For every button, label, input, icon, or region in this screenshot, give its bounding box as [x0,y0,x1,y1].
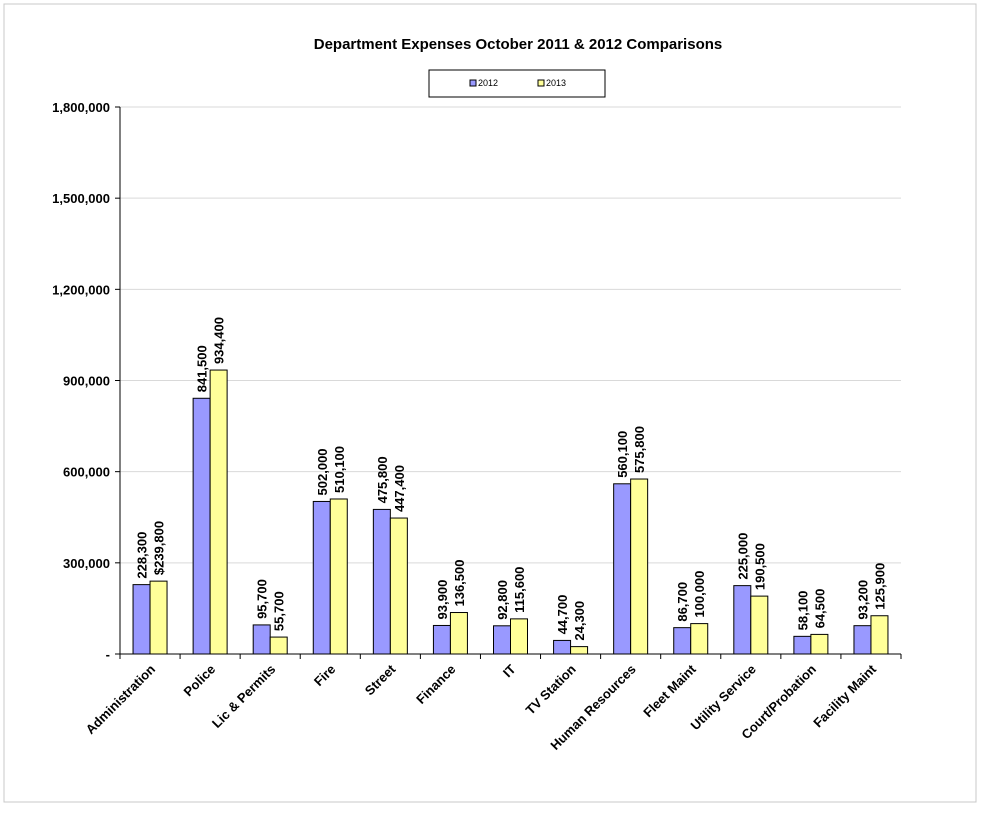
data-label: 225,000 [735,533,750,580]
data-label: 447,400 [392,465,407,512]
bar-2013 [630,478,649,655]
bar-2013 [570,646,589,655]
data-label: 125,900 [872,563,887,610]
data-label: 44,700 [555,595,570,635]
bar-2012 [493,625,511,655]
y-tick-label: 900,000 [63,374,110,389]
bar-2013 [209,369,228,655]
data-label: 86,700 [675,582,690,622]
bar-2012 [372,508,391,655]
bar-2012 [733,585,752,655]
data-label: 95,700 [255,579,270,619]
data-label: 934,400 [212,317,227,364]
data-label: 560,100 [615,431,630,478]
data-label: 92,800 [495,580,510,620]
bar-2013 [750,595,769,655]
y-tick-label: 1,500,000 [52,191,110,206]
data-label: 190,500 [752,543,767,590]
chart-title: Department Expenses October 2011 & 2012 … [314,36,723,53]
data-label: 93,900 [435,580,450,620]
bar-2013 [269,636,288,655]
bar-2012 [613,483,632,655]
bar-2013 [449,612,468,655]
bar-2013 [810,633,829,655]
legend-label-2012: 2012 [478,78,498,88]
bar-2012 [553,639,572,655]
bar-2012 [252,624,271,655]
y-tick-label: 600,000 [63,465,110,480]
data-label: 136,500 [452,560,467,607]
data-label: 841,500 [195,345,210,392]
bar-2013 [870,615,889,655]
y-tick-label: - [106,647,110,662]
bar-2012 [673,627,692,655]
data-label: 115,600 [512,567,527,613]
chart-border [3,3,977,803]
bar-2012 [432,624,451,655]
data-label: 58,100 [795,591,810,631]
legend-swatch-2013 [537,79,545,87]
data-label: 93,200 [855,580,870,620]
data-label: 100,000 [692,571,707,618]
y-tick-label: 1,200,000 [52,282,110,297]
bar-2012 [192,397,211,655]
legend-box [428,69,606,98]
bar-2013 [389,517,408,655]
data-label: $239,800 [152,521,167,575]
bar-2013 [510,618,528,655]
y-tick-label: 300,000 [63,556,110,571]
bar-2012 [312,500,331,655]
data-label: 228,300 [135,532,150,579]
bar-2012 [793,635,812,655]
data-label: 24,300 [572,601,587,641]
bar-2013 [149,580,168,655]
data-label: 502,000 [315,448,330,495]
legend: 2012 2013 [428,69,606,98]
data-label: 64,500 [812,589,827,629]
legend-label-2013: 2013 [546,78,566,88]
legend-swatch-2012 [469,79,477,87]
data-label: 55,700 [272,591,287,631]
y-tick-label: 1,800,000 [52,100,110,115]
data-label: 575,800 [632,426,647,473]
data-label: 475,800 [375,456,390,503]
bar-2012 [132,584,151,655]
bar-2013 [329,498,348,655]
bar-2013 [690,623,709,655]
bar-2012 [853,625,872,655]
data-label: 510,100 [332,446,347,493]
